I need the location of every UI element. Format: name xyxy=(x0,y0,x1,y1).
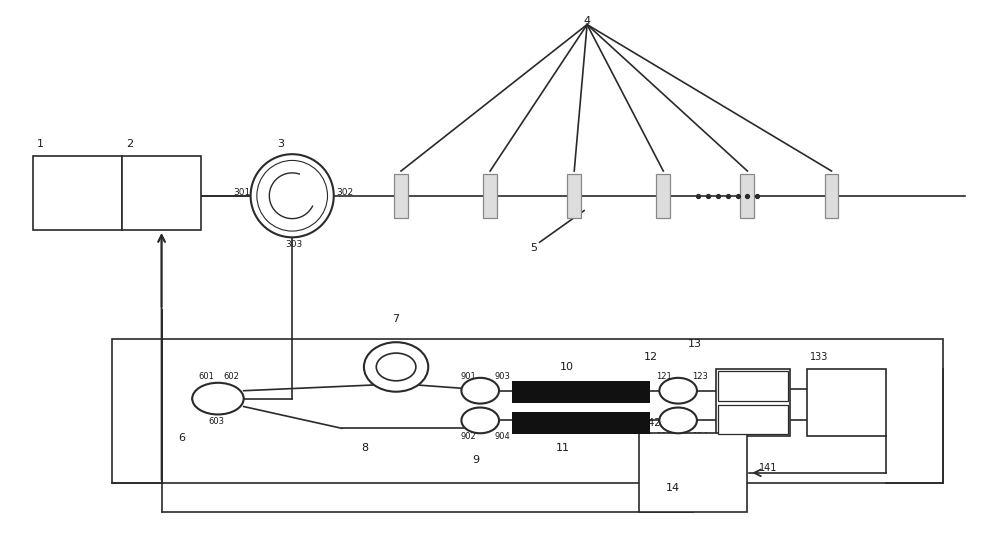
Text: 11: 11 xyxy=(555,443,569,453)
Text: 603: 603 xyxy=(208,417,224,426)
Text: 141: 141 xyxy=(759,463,778,473)
Bar xyxy=(718,371,788,401)
Bar xyxy=(483,174,497,218)
Text: 301: 301 xyxy=(233,188,251,197)
Text: 3: 3 xyxy=(277,139,284,149)
Bar xyxy=(394,174,408,218)
Ellipse shape xyxy=(461,408,499,433)
Text: 9: 9 xyxy=(472,455,479,465)
Text: 302: 302 xyxy=(337,188,354,197)
Text: 8: 8 xyxy=(361,443,369,453)
Text: 10: 10 xyxy=(559,362,573,372)
Text: 131: 131 xyxy=(738,381,753,390)
Text: 12: 12 xyxy=(643,352,658,362)
Circle shape xyxy=(257,160,328,231)
Text: 901: 901 xyxy=(460,372,476,381)
Text: 7: 7 xyxy=(393,315,400,324)
Text: 602: 602 xyxy=(223,372,239,381)
Text: 904: 904 xyxy=(494,432,510,441)
Ellipse shape xyxy=(659,408,697,433)
Bar xyxy=(740,174,754,218)
Text: 14: 14 xyxy=(666,483,680,493)
Bar xyxy=(807,369,886,436)
Text: 133: 133 xyxy=(810,352,828,362)
Bar xyxy=(33,156,122,231)
Text: 142: 142 xyxy=(643,418,661,429)
Text: 303: 303 xyxy=(285,240,303,249)
Bar xyxy=(825,174,838,218)
Text: 4: 4 xyxy=(584,16,591,26)
Text: 123: 123 xyxy=(692,372,708,381)
Bar xyxy=(567,174,581,218)
Circle shape xyxy=(251,154,334,238)
Bar xyxy=(639,433,747,513)
Bar xyxy=(512,381,650,402)
Text: 121: 121 xyxy=(656,372,672,381)
Ellipse shape xyxy=(659,378,697,403)
Bar xyxy=(112,339,943,483)
Text: 2: 2 xyxy=(126,139,133,149)
Bar xyxy=(716,369,790,436)
Text: 132: 132 xyxy=(738,415,753,424)
Text: 6: 6 xyxy=(178,433,185,443)
Text: 601: 601 xyxy=(198,372,214,381)
Ellipse shape xyxy=(461,378,499,403)
Text: 903: 903 xyxy=(494,372,510,381)
Ellipse shape xyxy=(364,342,428,392)
Bar xyxy=(122,156,201,231)
Text: 13: 13 xyxy=(688,339,702,349)
Text: 122: 122 xyxy=(656,432,672,441)
Text: 5: 5 xyxy=(530,243,537,253)
Text: 124: 124 xyxy=(692,432,708,441)
Bar xyxy=(656,174,670,218)
Text: 1: 1 xyxy=(37,139,44,149)
Bar xyxy=(512,412,650,434)
Text: 902: 902 xyxy=(460,432,476,441)
Ellipse shape xyxy=(376,353,416,381)
Bar xyxy=(718,404,788,434)
Ellipse shape xyxy=(192,383,244,415)
